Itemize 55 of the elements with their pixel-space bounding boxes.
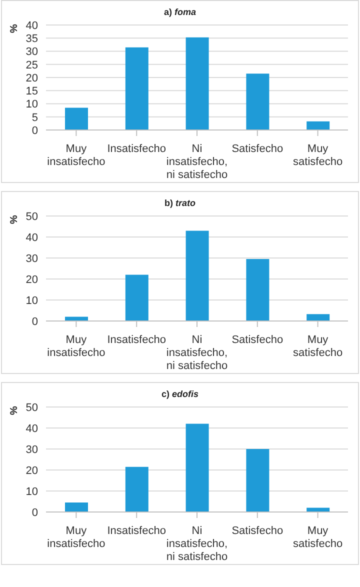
y-tick-label: 5 [32,112,38,124]
bar [186,424,209,512]
y-tick-label: 10 [26,486,38,498]
bar [65,108,88,130]
y-tick-label: 0 [32,506,38,519]
y-tick-label: 35 [26,33,38,46]
x-tick-label: Ni insatisfecho, ni satisfecho [166,143,228,181]
chart-title: a) foma [162,6,198,17]
x-tick-label: Muy insatisfecho [47,525,106,550]
y-tick-label: 10 [26,98,38,111]
bar [246,259,270,321]
x-tick-label: Satisfecho [232,143,284,155]
y-tick-label: 40 [26,20,38,32]
y-tick-label: 50 [26,210,38,223]
x-tick-label: Muy satisfecho [293,525,343,550]
x-tick-label: Satisfecho [232,334,284,346]
y-tick-label: 30 [26,252,38,265]
y-tick-label: 15 [26,86,38,98]
y-tick-label: 10 [26,294,38,307]
chart-title: b) trato [164,197,196,208]
bar [186,37,209,130]
y-axis-title: % [9,406,20,415]
y-axis-title: % [9,215,20,224]
x-tick-label: Insatisfecho [107,525,166,537]
y-tick-label: 0 [32,124,38,137]
bar [125,274,148,321]
x-tick-label: Muy satisfecho [293,334,343,359]
y-tick-label: 20 [26,274,38,286]
y-tick-label: 20 [26,464,38,477]
y-axis-title: % [9,24,20,33]
x-tick-label: Insatisfecho [107,334,166,346]
bar [246,449,270,512]
bar [125,47,148,130]
x-tick-label: Ni insatisfecho, ni satisfecho [166,525,228,563]
bar [65,502,88,512]
chart-title: c) edofis [160,388,200,399]
x-tick-label: Muy insatisfecho [47,334,106,359]
x-tick-label: Ni insatisfecho, ni satisfecho [166,334,228,372]
y-tick-label: 30 [26,46,38,58]
bar [125,466,148,512]
bar [186,230,209,321]
x-tick-label: Insatisfecho [107,143,166,155]
y-tick-label: 0 [32,316,38,328]
bar [306,314,330,321]
bar [306,121,330,130]
x-tick-label: Satisfecho [232,525,284,537]
bar [246,74,270,130]
y-tick-label: 20 [26,72,38,84]
y-tick-label: 40 [26,422,38,435]
y-tick-label: 25 [26,59,38,72]
x-tick-label: Muy insatisfecho [47,143,106,168]
y-tick-label: 30 [26,444,38,456]
y-tick-label: 40 [26,232,38,244]
y-tick-label: 50 [26,402,38,414]
x-tick-label: Muy satisfecho [293,143,343,168]
